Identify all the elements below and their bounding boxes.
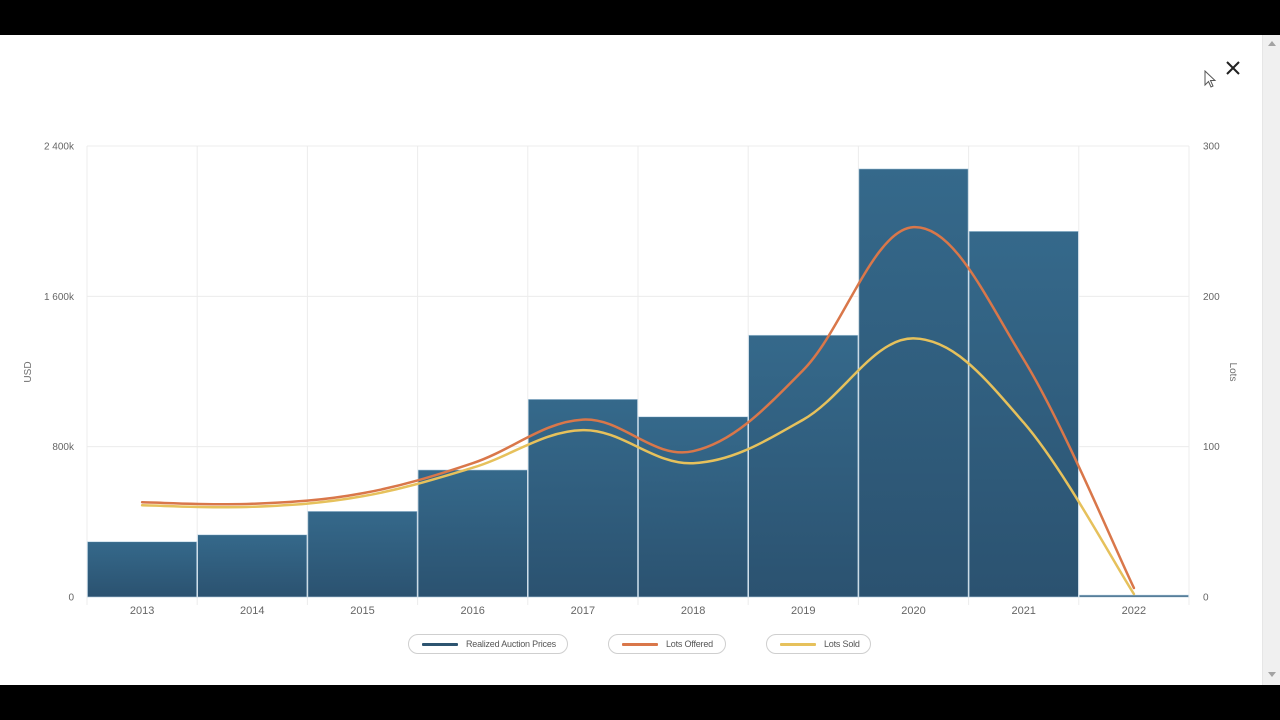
scroll-up-arrow-icon[interactable] xyxy=(1268,41,1276,46)
close-icon xyxy=(1226,61,1240,75)
x-axis: 2013 2014 2015 2016 2017 2018 2019 2020 2021 2022 xyxy=(130,605,1146,617)
letterbox-top xyxy=(0,0,1280,35)
right-axis-title: Lots xyxy=(1227,363,1238,382)
bar-2022[interactable] xyxy=(1079,594,1189,598)
legend-swatch xyxy=(422,642,458,646)
legend-label: Realized Auction Prices xyxy=(466,639,556,649)
scroll-down-arrow-icon[interactable] xyxy=(1268,672,1276,677)
left-tick-label: 0 xyxy=(68,593,74,604)
grid-lines xyxy=(86,145,1190,605)
line-lots-sold[interactable] xyxy=(140,337,1136,596)
letterbox-bottom xyxy=(0,685,1280,720)
legend-label: Lots Offered xyxy=(666,639,713,649)
x-tick-label: 2017 xyxy=(571,605,595,617)
close-button[interactable] xyxy=(1222,57,1244,79)
x-tick-label: 2022 xyxy=(1122,605,1146,617)
x-tick-label: 2019 xyxy=(791,605,815,617)
mouse-pointer-icon xyxy=(1204,70,1217,88)
bar-2020[interactable] xyxy=(858,168,969,598)
bar-2013[interactable] xyxy=(87,541,197,598)
left-tick-label: 800k xyxy=(52,442,75,453)
x-tick-label: 2016 xyxy=(460,605,484,617)
bar-2014[interactable] xyxy=(197,534,308,598)
x-tick-label: 2018 xyxy=(681,605,705,617)
right-tick-label: 200 xyxy=(1203,292,1220,303)
right-tick-label: 300 xyxy=(1203,142,1220,153)
legend-item-lots-sold[interactable]: Lots Sold xyxy=(766,634,871,654)
right-axis: 0 100 200 300 xyxy=(1203,142,1220,604)
x-tick-label: 2021 xyxy=(1011,605,1035,617)
legend-item-realized-auction-prices[interactable]: Realized Auction Prices xyxy=(408,634,568,654)
x-tick-label: 2014 xyxy=(240,605,264,617)
x-tick-label: 2015 xyxy=(350,605,374,617)
legend-label: Lots Sold xyxy=(824,639,860,649)
x-tick-label: 2013 xyxy=(130,605,154,617)
bar-2019[interactable] xyxy=(748,334,859,598)
x-tick-label: 2020 xyxy=(901,605,925,617)
right-tick-label: 0 xyxy=(1203,593,1209,604)
bar-series-realized-auction-prices xyxy=(87,168,1189,598)
bar-2016[interactable] xyxy=(417,469,528,598)
left-axis-title: USD xyxy=(23,361,34,382)
legend-swatch xyxy=(780,642,816,646)
bar-2021[interactable] xyxy=(968,231,1079,598)
bar-2015[interactable] xyxy=(307,511,418,598)
bar-2017[interactable] xyxy=(527,399,638,598)
vertical-scrollbar[interactable] xyxy=(1262,35,1280,685)
line-lots-offered[interactable] xyxy=(140,225,1136,590)
bar-2018[interactable] xyxy=(638,416,748,598)
left-tick-label: 1 600k xyxy=(44,292,75,303)
left-axis: 0 800k 1 600k 2 400k xyxy=(44,142,75,604)
right-tick-label: 100 xyxy=(1203,442,1220,453)
legend-swatch xyxy=(622,642,658,646)
legend-item-lots-offered[interactable]: Lots Offered xyxy=(608,634,726,654)
left-tick-label: 2 400k xyxy=(44,142,75,153)
line-series xyxy=(140,225,1136,596)
